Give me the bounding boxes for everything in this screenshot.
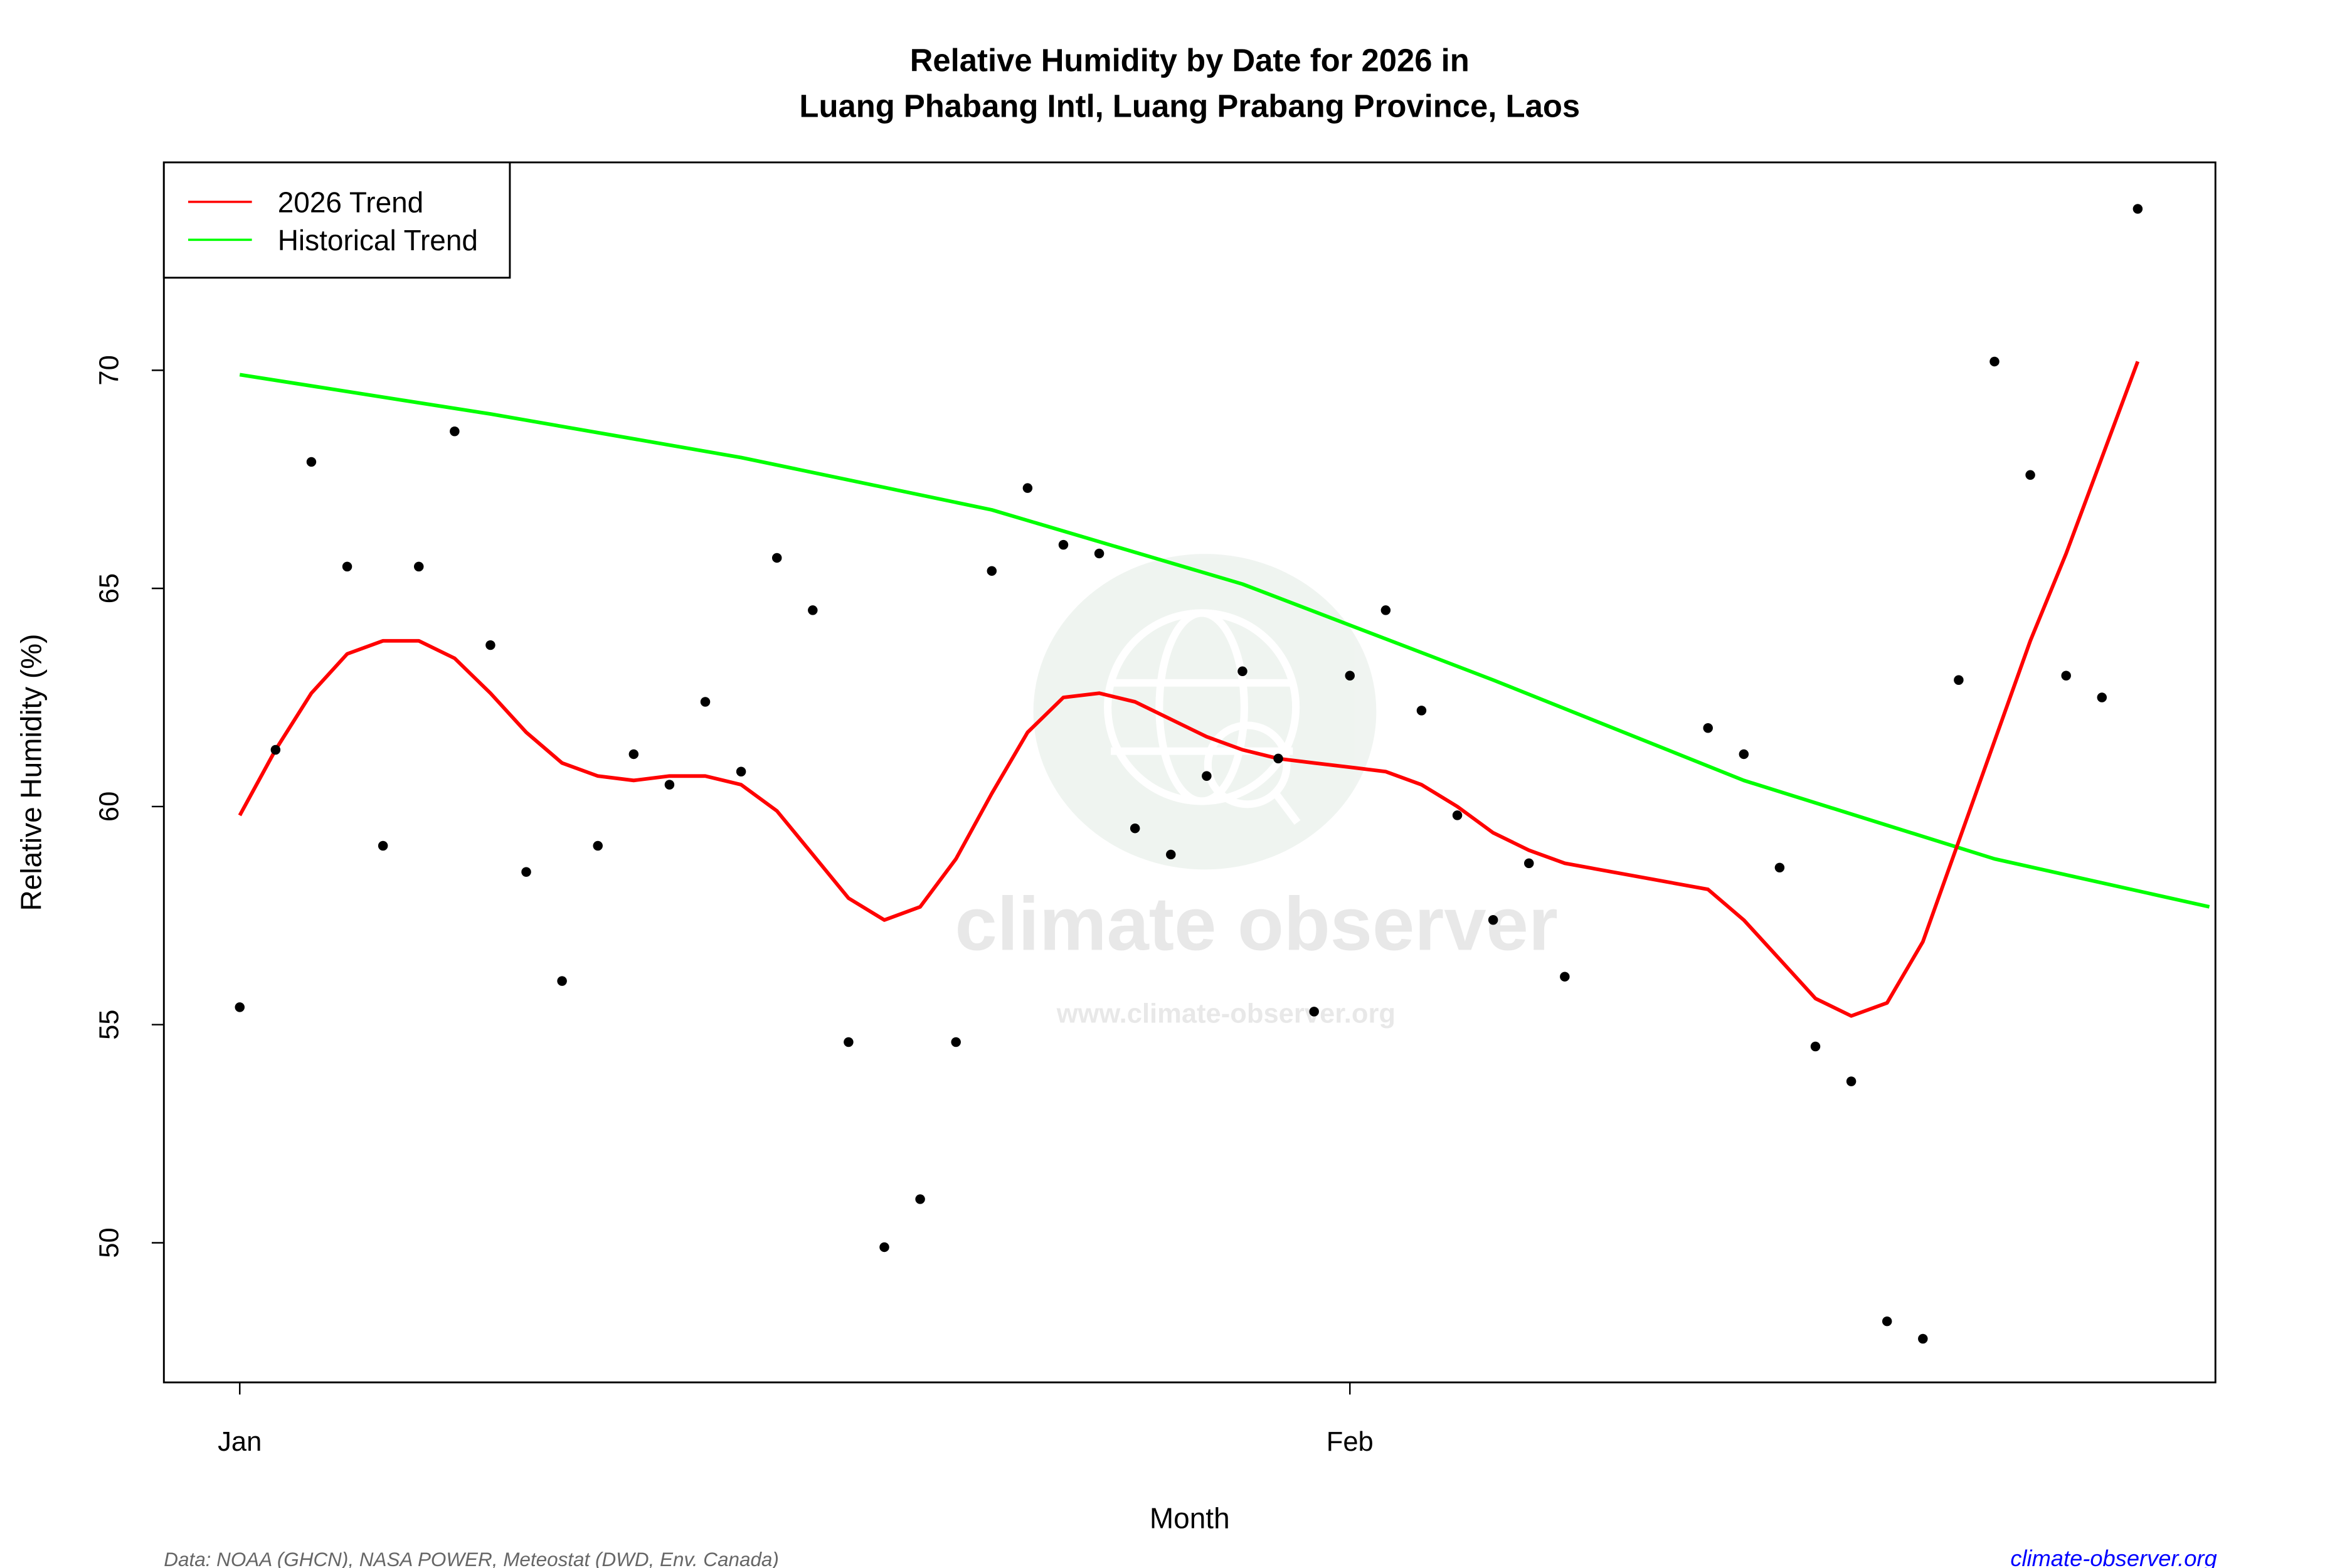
legend: 2026 Trend Historical Trend	[162, 161, 511, 279]
plot-frame	[162, 161, 2217, 1384]
y-tick-label: 65	[95, 573, 125, 603]
legend-label-2026: 2026 Trend	[278, 186, 424, 219]
footer-source: Data: NOAA (GHCN), NASA POWER, Meteostat…	[164, 1549, 779, 1568]
data-point	[2132, 204, 2143, 214]
trend-line-historical	[239, 373, 2210, 909]
data-point	[1416, 706, 1427, 716]
x-tick-label: Feb	[1327, 1427, 1374, 1457]
data-point	[1058, 539, 1069, 550]
data-point	[1739, 749, 1749, 760]
data-point	[700, 697, 711, 707]
data-point	[378, 840, 388, 851]
data-point	[664, 780, 675, 790]
x-axis-label: Month	[1150, 1502, 1230, 1534]
data-point	[1022, 483, 1033, 493]
x-tick-label: Jan	[218, 1427, 262, 1457]
data-point	[1273, 753, 1283, 764]
data-point	[1488, 915, 1498, 925]
y-tick-label: 55	[95, 1009, 125, 1039]
data-point	[306, 457, 317, 467]
data-point	[915, 1194, 925, 1204]
y-axis-label: Relative Humidity (%)	[14, 634, 47, 911]
data-point	[987, 566, 997, 576]
watermark-name: climate observer	[955, 881, 1558, 967]
data-point	[844, 1037, 854, 1047]
data-point	[1810, 1041, 1821, 1052]
data-point	[1918, 1333, 1928, 1344]
y-tick-label: 60	[95, 792, 125, 822]
data-point	[1166, 849, 1176, 860]
legend-box	[162, 161, 511, 279]
data-point	[1452, 810, 1463, 820]
data-point	[1989, 356, 2000, 367]
data-point	[557, 976, 567, 986]
data-point	[414, 561, 424, 572]
data-point	[1345, 670, 1355, 681]
data-point	[736, 766, 746, 777]
data-point	[270, 744, 281, 755]
trend-line-2026	[238, 361, 2140, 1018]
data-point	[1380, 605, 1391, 615]
data-point	[1094, 548, 1104, 559]
data-point	[521, 867, 531, 877]
y-tick-label: 50	[95, 1227, 125, 1258]
data-point	[485, 640, 495, 650]
footer-site-link[interactable]: climate-observer.org	[2010, 1545, 2217, 1568]
data-point	[628, 749, 639, 760]
chart-title-line1: Relative Humidity by Date for 2026 in	[910, 43, 1470, 78]
watermark-globe-logo	[1033, 554, 1377, 870]
legend-label-historical: Historical Trend	[278, 224, 478, 257]
data-point	[450, 426, 460, 437]
data-point	[1560, 972, 1570, 982]
data-point	[342, 561, 352, 572]
data-point	[1130, 823, 1140, 834]
data-point	[951, 1037, 961, 1047]
watermark-url: www.climate-observer.org	[1056, 999, 1396, 1029]
data-point	[1703, 723, 1713, 733]
watermark: climate observer www.climate-observer.or…	[955, 554, 1558, 1029]
data-point	[1524, 858, 1534, 869]
data-point	[771, 553, 782, 563]
data-point	[2061, 670, 2071, 681]
data-point	[1309, 1007, 1319, 1017]
data-point	[235, 1002, 245, 1012]
data-point	[1954, 675, 1964, 685]
data-point	[1882, 1316, 1892, 1327]
data-point	[2025, 470, 2035, 480]
data-point	[593, 840, 603, 851]
chart-title-line2: Luang Phabang Intl, Luang Prabang Provin…	[799, 88, 1580, 124]
data-point	[2097, 692, 2107, 702]
data-point	[1237, 666, 1248, 677]
y-tick-label: 70	[95, 355, 125, 385]
data-point	[1774, 862, 1785, 873]
data-point	[808, 605, 818, 615]
globe-icon	[1104, 609, 1301, 825]
data-point	[879, 1242, 889, 1253]
data-point	[1846, 1076, 1857, 1086]
data-point	[1202, 771, 1212, 781]
